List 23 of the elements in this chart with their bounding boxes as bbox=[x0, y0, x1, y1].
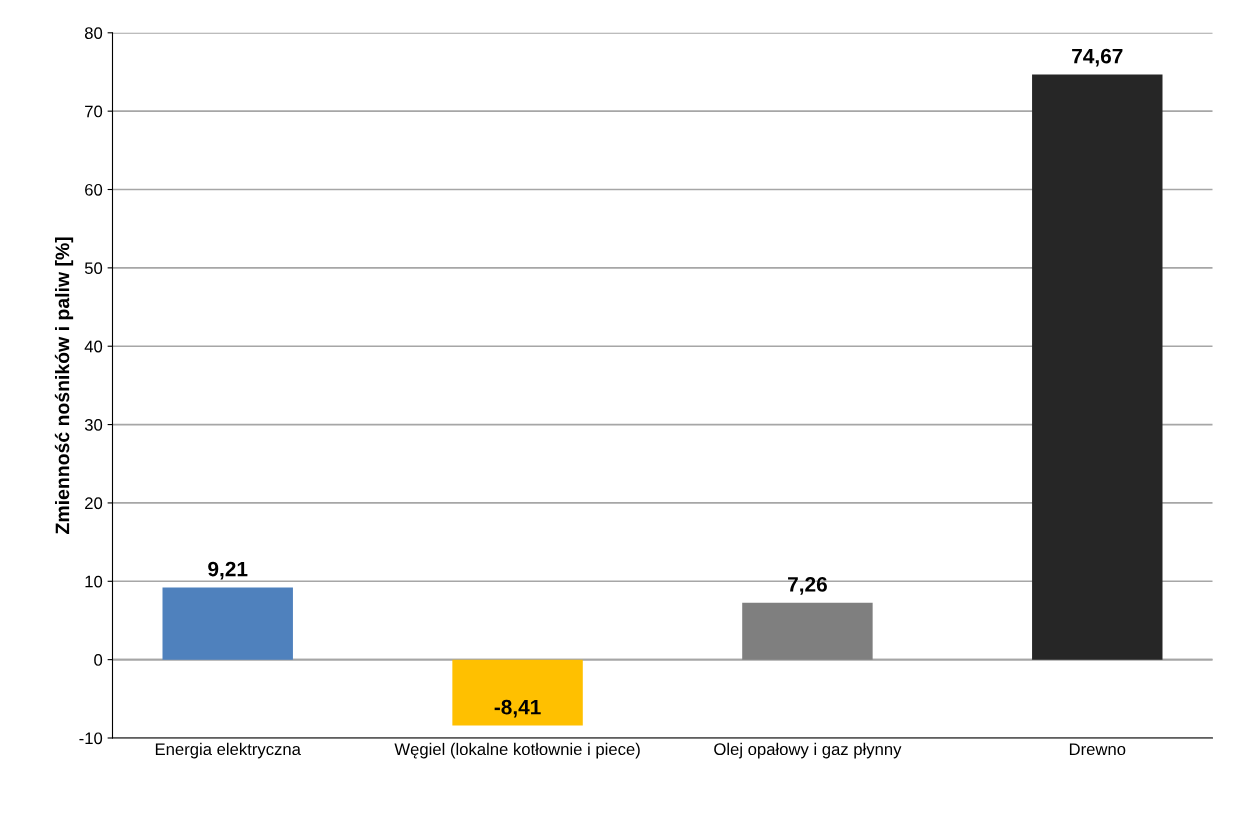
x-tick-label: Węgiel (lokalne kotłownie i piece) bbox=[394, 742, 640, 759]
y-tick-label: 30 bbox=[84, 418, 103, 431]
bar bbox=[452, 659, 583, 726]
y-tick-label: 70 bbox=[85, 105, 103, 118]
bar bbox=[162, 587, 293, 660]
data-label: 74,67 bbox=[1072, 48, 1123, 67]
y-tick-label: 20 bbox=[85, 497, 103, 510]
y-tick-label: 50 bbox=[84, 262, 103, 275]
y-tick-label: 10 bbox=[85, 575, 103, 588]
y-tick-label: 40 bbox=[84, 340, 103, 353]
bar bbox=[742, 602, 873, 660]
x-tick-label: Drewno bbox=[1069, 743, 1126, 756]
y-tick-label: 80 bbox=[84, 27, 103, 39]
bar bbox=[1032, 74, 1163, 660]
y-tick-label: 60 bbox=[85, 183, 103, 196]
data-label: 7,26 bbox=[788, 576, 827, 595]
data-label: 9,21 bbox=[208, 561, 248, 580]
x-tick-label: Energia elektryczna bbox=[155, 742, 301, 759]
data-label: -8,41 bbox=[494, 699, 541, 718]
y-tick-label: -10 bbox=[79, 732, 103, 745]
y-axis-title: Zmienność nośników i paliw [%] bbox=[54, 237, 74, 534]
x-tick-label: Olej opałowy i gaz płynny bbox=[714, 742, 902, 759]
y-tick-label: 0 bbox=[94, 654, 103, 666]
